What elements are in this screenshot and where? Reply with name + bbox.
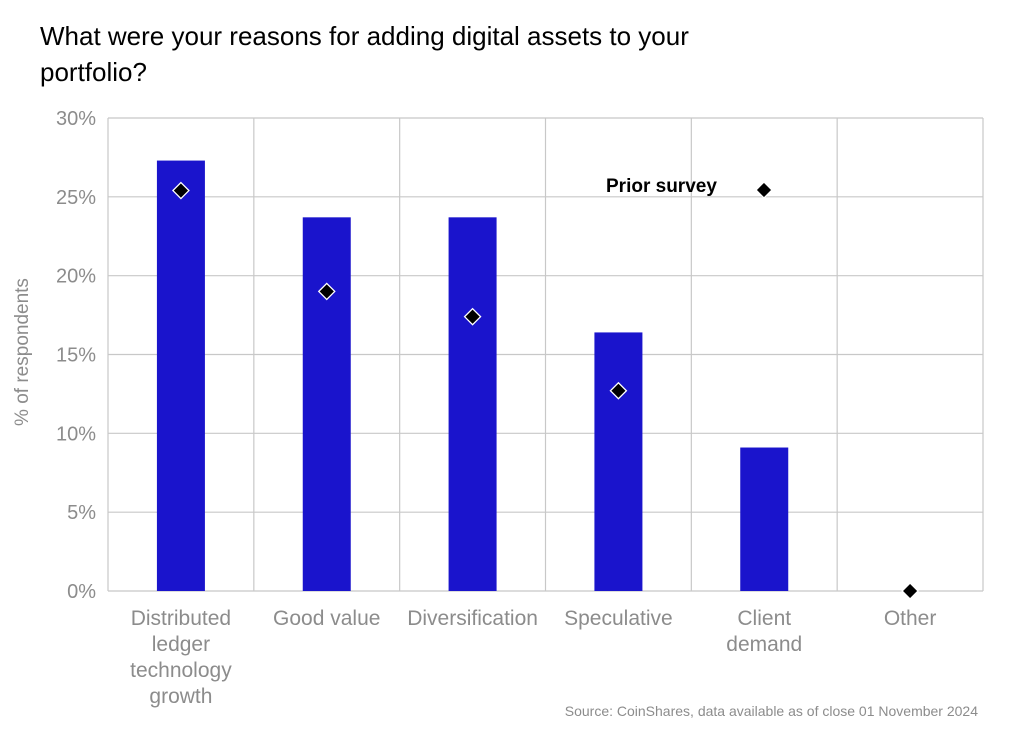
y-tick-label: 5% — [67, 502, 96, 524]
y-tick-label: 0% — [67, 581, 96, 603]
bar — [302, 217, 351, 591]
prior-survey-marker — [317, 282, 336, 301]
x-axis-ticks: Distributed ledger technology growth Good va… — [130, 607, 936, 708]
grid-lines — [107, 117, 984, 592]
legend-label: Prior survey — [606, 176, 717, 197]
x-tick-label: Diversification — [407, 607, 538, 630]
bar — [594, 332, 643, 591]
legend-marker — [755, 181, 773, 199]
y-tick-label: 20% — [56, 266, 96, 288]
y-tick-label: 30% — [56, 108, 96, 130]
x-tick-label: Distributed ledger technology growth — [130, 607, 232, 708]
bar — [156, 160, 205, 591]
prior-survey-marker — [463, 307, 482, 326]
y-tick-label: 25% — [56, 187, 96, 209]
prior-survey-marker — [171, 181, 190, 200]
x-tick-label: Client demand — [726, 607, 802, 656]
y-axis-label: % of respondents — [12, 278, 33, 426]
prior-survey-markers — [171, 181, 920, 600]
source-note: Source: CoinShares, data available as of… — [564, 703, 978, 719]
chart-title: What were your reasons for adding digita… — [40, 21, 689, 87]
y-tick-label: 10% — [56, 423, 96, 445]
prior-survey-marker — [901, 582, 920, 600]
x-tick-label: Other — [884, 607, 937, 630]
prior-survey-marker — [609, 381, 628, 400]
bar — [740, 447, 789, 591]
bar-series — [156, 160, 789, 591]
y-axis-ticks: 0% 5% 10% 15% 20% 25% 30% — [56, 108, 96, 603]
x-tick-label: Speculative — [564, 607, 673, 630]
y-tick-label: 15% — [56, 345, 96, 367]
legend: Prior survey — [606, 176, 773, 199]
bar — [448, 217, 497, 591]
x-tick-label: Good value — [273, 607, 380, 630]
